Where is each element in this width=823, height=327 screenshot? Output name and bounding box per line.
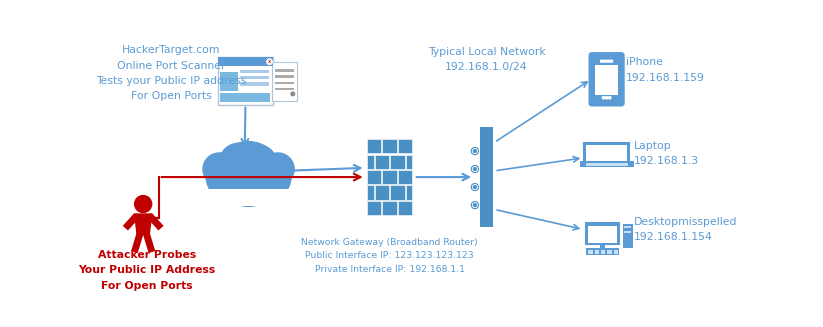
FancyBboxPatch shape (220, 72, 238, 91)
FancyBboxPatch shape (367, 201, 381, 215)
Text: Network Gateway (Broadband Router)
Public Interface IP: 123.123.123.123
Private : Network Gateway (Broadband Router) Publi… (301, 238, 478, 274)
Circle shape (472, 149, 477, 153)
FancyBboxPatch shape (607, 250, 611, 254)
FancyBboxPatch shape (588, 226, 617, 243)
Circle shape (472, 202, 478, 209)
Circle shape (606, 96, 608, 99)
FancyBboxPatch shape (275, 82, 295, 84)
Circle shape (472, 165, 478, 173)
FancyBboxPatch shape (217, 57, 273, 66)
FancyBboxPatch shape (239, 82, 269, 86)
FancyBboxPatch shape (200, 189, 297, 206)
Circle shape (291, 92, 295, 96)
FancyBboxPatch shape (624, 231, 631, 233)
Circle shape (472, 185, 477, 189)
FancyBboxPatch shape (588, 250, 593, 254)
Circle shape (135, 196, 151, 213)
Circle shape (262, 153, 294, 185)
Circle shape (473, 204, 477, 206)
FancyBboxPatch shape (398, 139, 412, 153)
FancyBboxPatch shape (367, 185, 374, 199)
Polygon shape (135, 214, 151, 233)
FancyBboxPatch shape (275, 76, 295, 78)
FancyBboxPatch shape (367, 155, 374, 169)
FancyBboxPatch shape (586, 248, 620, 255)
Text: x: x (268, 59, 271, 64)
Text: Typical Local Network
192.168.1.0/24: Typical Local Network 192.168.1.0/24 (428, 47, 546, 72)
FancyBboxPatch shape (601, 250, 606, 254)
FancyBboxPatch shape (217, 57, 273, 105)
FancyBboxPatch shape (239, 76, 269, 79)
Circle shape (216, 142, 281, 206)
FancyBboxPatch shape (275, 69, 295, 72)
FancyBboxPatch shape (586, 223, 620, 244)
Circle shape (472, 184, 478, 191)
Circle shape (245, 155, 291, 200)
FancyBboxPatch shape (374, 155, 389, 169)
FancyBboxPatch shape (374, 185, 389, 199)
FancyBboxPatch shape (383, 139, 397, 153)
FancyBboxPatch shape (383, 201, 397, 215)
FancyBboxPatch shape (406, 155, 412, 169)
FancyBboxPatch shape (480, 127, 494, 227)
Text: Attacker Probes
Your Public IP Address
For Open Ports: Attacker Probes Your Public IP Address F… (78, 250, 216, 291)
FancyBboxPatch shape (586, 163, 628, 166)
Circle shape (472, 167, 477, 171)
Circle shape (203, 153, 235, 185)
FancyBboxPatch shape (390, 155, 405, 169)
Circle shape (267, 59, 272, 64)
Text: HackerTarget.com
Online Port Scanner
Tests your Public IP address
For Open Ports: HackerTarget.com Online Port Scanner Tes… (96, 45, 246, 101)
Circle shape (207, 155, 252, 200)
FancyBboxPatch shape (275, 88, 295, 91)
Circle shape (608, 96, 611, 99)
FancyBboxPatch shape (367, 170, 381, 184)
FancyBboxPatch shape (622, 224, 633, 249)
Circle shape (602, 96, 605, 99)
FancyBboxPatch shape (239, 70, 269, 73)
Circle shape (473, 186, 477, 188)
FancyBboxPatch shape (600, 60, 613, 63)
FancyBboxPatch shape (589, 53, 624, 106)
FancyBboxPatch shape (595, 65, 618, 95)
FancyBboxPatch shape (406, 185, 412, 199)
FancyBboxPatch shape (398, 201, 412, 215)
FancyBboxPatch shape (595, 250, 599, 254)
Circle shape (219, 143, 258, 182)
Circle shape (472, 203, 477, 207)
FancyBboxPatch shape (587, 145, 627, 161)
Text: Desktopmisspelled
192.168.1.154: Desktopmisspelled 192.168.1.154 (634, 217, 737, 242)
FancyBboxPatch shape (579, 162, 634, 167)
Circle shape (240, 145, 277, 181)
FancyBboxPatch shape (601, 243, 605, 249)
FancyBboxPatch shape (624, 226, 631, 228)
FancyBboxPatch shape (584, 143, 629, 162)
FancyBboxPatch shape (614, 250, 618, 254)
Text: iPhone
192.168.1.159: iPhone 192.168.1.159 (626, 58, 704, 83)
FancyBboxPatch shape (220, 93, 270, 102)
Text: Laptop
192.168.1.3: Laptop 192.168.1.3 (634, 141, 699, 166)
FancyBboxPatch shape (398, 170, 412, 184)
FancyBboxPatch shape (367, 139, 381, 153)
FancyBboxPatch shape (383, 170, 397, 184)
FancyBboxPatch shape (390, 185, 405, 199)
FancyBboxPatch shape (272, 62, 297, 101)
Circle shape (472, 147, 478, 155)
Circle shape (473, 150, 477, 152)
Circle shape (473, 168, 477, 170)
